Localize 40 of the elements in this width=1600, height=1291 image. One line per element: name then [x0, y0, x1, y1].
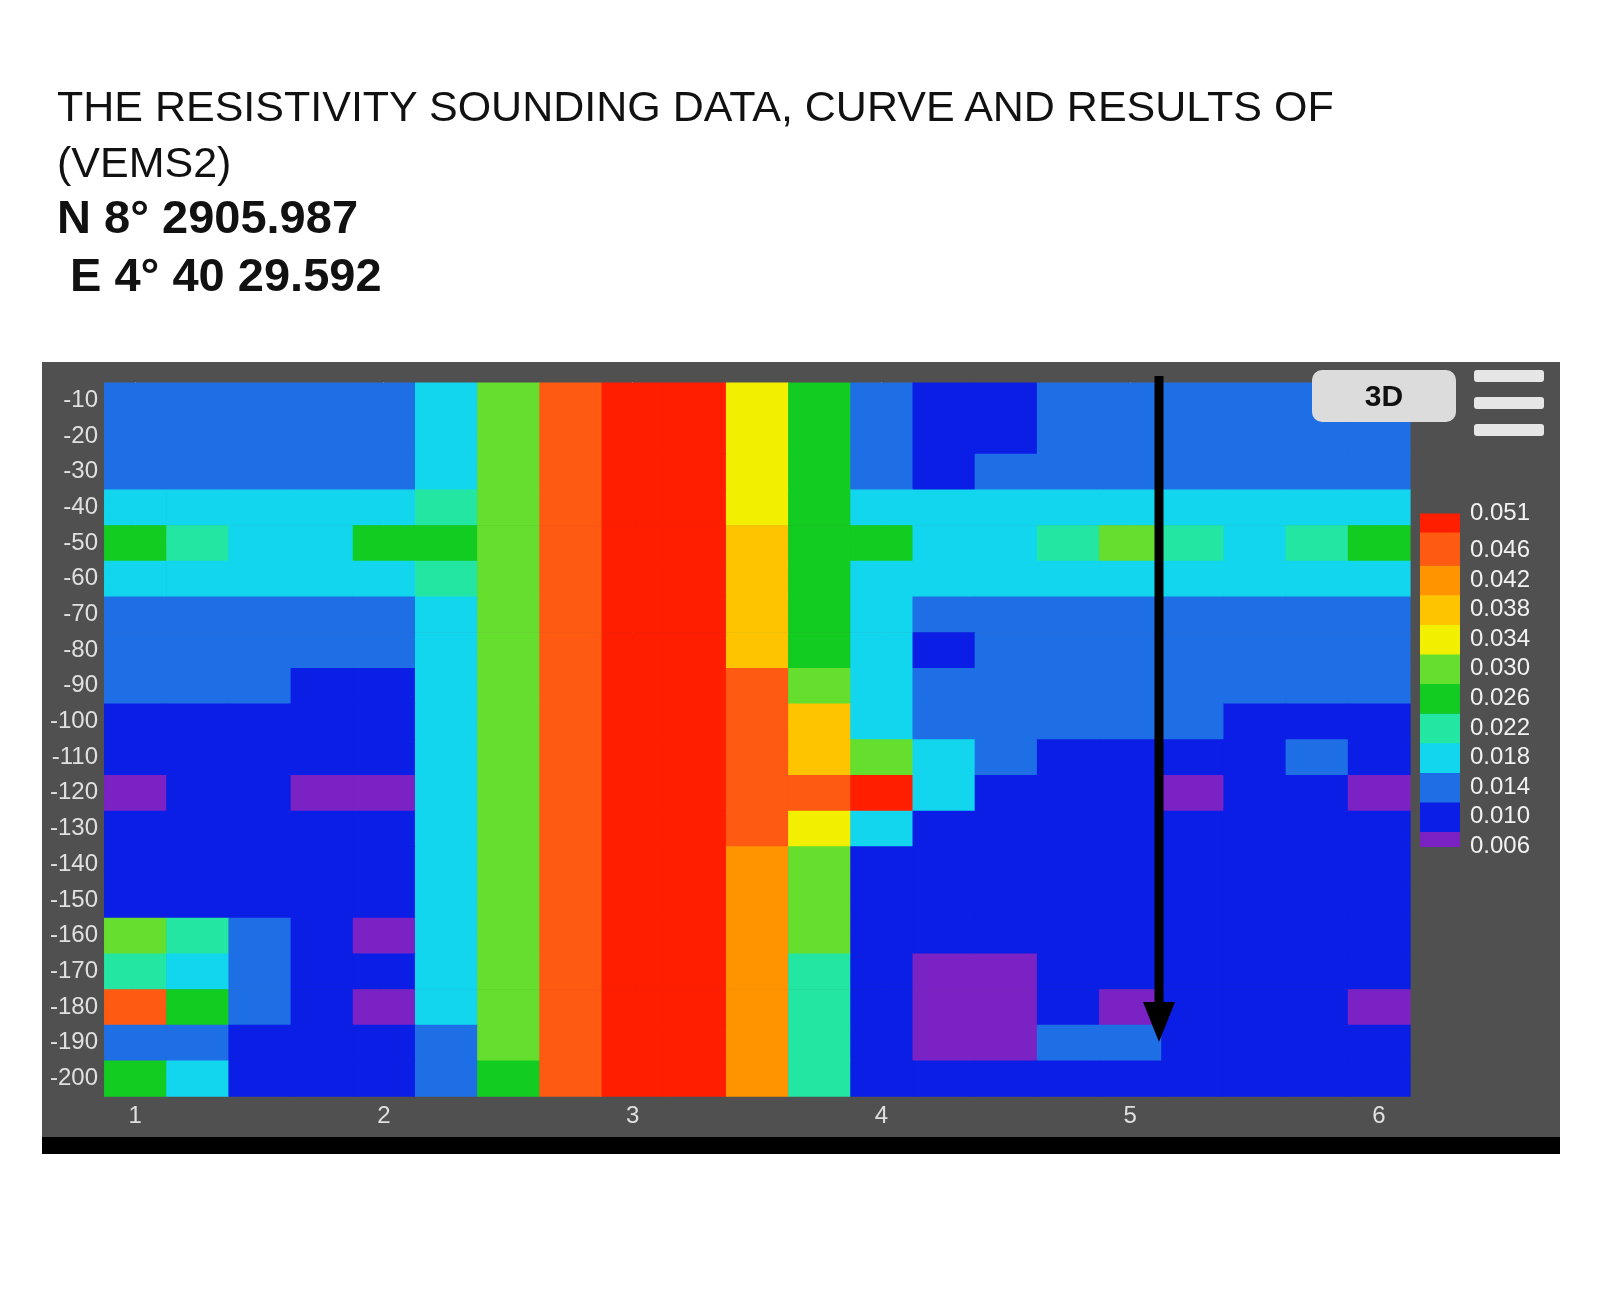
- color-bar-label: 0.026: [1470, 683, 1531, 711]
- y-tick-label: -120: [49, 777, 99, 805]
- x-tick-label: 5: [1123, 1101, 1137, 1129]
- color-bar-label: 0.046: [1470, 535, 1531, 563]
- color-bar-label: 0.006: [1470, 831, 1531, 859]
- y-tick-label: -40: [63, 491, 99, 519]
- color-bar-label: 0.051: [1470, 498, 1531, 526]
- y-tick-label: -70: [63, 599, 99, 627]
- color-bar-label: 0.034: [1470, 623, 1531, 651]
- y-tick-label: -30: [63, 456, 99, 484]
- color-bar-label: 0.030: [1470, 653, 1531, 681]
- y-tick-label: -190: [49, 1027, 99, 1055]
- chart-title: THE RESISTIVITY SOUNDING DATA, CURVE AND RESULTS OF (VEMS2): [57, 81, 1334, 188]
- y-tick-label: -50: [63, 527, 99, 555]
- y-tick-label: -60: [63, 563, 99, 591]
- y-tick-label: -150: [49, 884, 99, 912]
- x-tick-label: 1: [128, 1101, 142, 1129]
- y-tick-label: -140: [49, 848, 99, 876]
- color-bar-label: 0.042: [1470, 564, 1531, 592]
- color-bar-label: 0.010: [1470, 801, 1531, 829]
- y-tick-label: -130: [49, 813, 99, 841]
- color-bar-label: 0.038: [1470, 594, 1531, 622]
- y-tick-label: -170: [49, 955, 99, 983]
- y-tick-label: -80: [63, 634, 99, 662]
- x-tick-label: 3: [625, 1101, 640, 1129]
- color-bar-label: 0.018: [1470, 742, 1531, 770]
- x-tick-label: 6: [1372, 1101, 1386, 1129]
- chart-subtitle: N 8° 2905.987 E 4° 40 29.592: [57, 189, 382, 303]
- y-tick-label: -110: [51, 741, 99, 769]
- x-tick-label: 2: [377, 1101, 391, 1129]
- color-bar-label: 0.014: [1470, 771, 1531, 799]
- y-tick-label: -200: [49, 1062, 99, 1090]
- y-tick-label: -160: [49, 920, 99, 948]
- color-bar-label: 0.022: [1470, 712, 1531, 740]
- y-tick-label: -100: [49, 706, 99, 734]
- y-tick-label: -10: [63, 384, 99, 412]
- y-tick-label: -180: [49, 991, 99, 1019]
- y-tick-label: -20: [63, 420, 99, 448]
- y-tick-label: -90: [63, 670, 99, 698]
- x-tick-label: 4: [874, 1101, 889, 1129]
